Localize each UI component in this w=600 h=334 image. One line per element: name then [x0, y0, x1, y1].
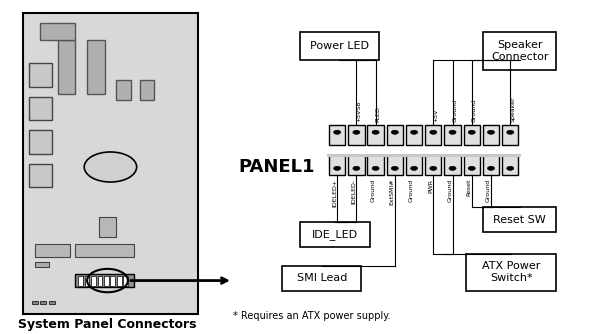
Text: Ground: Ground — [486, 179, 491, 202]
Bar — [406, 155, 422, 175]
Text: Speaker: Speaker — [510, 96, 515, 122]
Bar — [49, 301, 55, 304]
Circle shape — [507, 166, 514, 170]
Bar — [91, 276, 96, 286]
Bar — [348, 125, 365, 145]
Bar — [464, 125, 480, 145]
Text: +5VSB: +5VSB — [356, 101, 361, 122]
Bar — [300, 222, 370, 247]
Bar — [367, 125, 384, 145]
Bar — [40, 301, 46, 304]
Bar — [99, 217, 116, 237]
Text: Ground: Ground — [448, 179, 452, 202]
Bar — [386, 155, 403, 175]
Bar — [29, 164, 52, 187]
Text: Power LED: Power LED — [310, 41, 368, 51]
Bar — [76, 274, 134, 287]
Bar — [110, 276, 115, 286]
Text: PANEL1: PANEL1 — [238, 158, 315, 176]
Bar — [283, 266, 361, 291]
Circle shape — [353, 130, 360, 134]
Circle shape — [391, 166, 398, 170]
Circle shape — [334, 166, 341, 170]
Text: Reset SW: Reset SW — [493, 215, 546, 224]
Circle shape — [353, 166, 360, 170]
Bar — [367, 155, 384, 175]
Circle shape — [334, 130, 341, 134]
Text: IDE_LED: IDE_LED — [312, 229, 358, 240]
Bar — [123, 276, 128, 286]
Bar — [502, 155, 518, 175]
Circle shape — [507, 130, 514, 134]
Bar — [23, 13, 198, 314]
Bar — [425, 125, 442, 145]
Bar — [327, 154, 521, 157]
Text: SMI Lead: SMI Lead — [296, 273, 347, 283]
Bar — [329, 155, 346, 175]
Text: PWR: PWR — [428, 179, 433, 193]
Circle shape — [430, 130, 437, 134]
Bar — [116, 80, 131, 100]
Text: Ground: Ground — [371, 179, 376, 202]
Circle shape — [372, 130, 379, 134]
Bar — [104, 276, 109, 286]
Bar — [406, 125, 422, 145]
Bar — [140, 80, 154, 100]
Text: ATX Power
Switch*: ATX Power Switch* — [482, 262, 541, 283]
Text: ExtSMI#: ExtSMI# — [390, 179, 395, 205]
Bar — [502, 125, 518, 145]
Circle shape — [430, 166, 437, 170]
Bar — [484, 207, 556, 232]
Circle shape — [468, 130, 475, 134]
Text: Reset: Reset — [467, 179, 472, 196]
Text: Ground: Ground — [409, 179, 414, 202]
Bar — [35, 244, 70, 257]
Bar — [35, 262, 49, 267]
Bar — [483, 125, 499, 145]
Circle shape — [391, 130, 398, 134]
Bar — [29, 63, 52, 87]
Bar — [40, 23, 76, 40]
Bar — [425, 155, 442, 175]
Text: Ground: Ground — [452, 99, 458, 122]
Bar — [386, 125, 403, 145]
Bar — [79, 276, 83, 286]
Bar — [445, 125, 461, 145]
Text: Speaker
Connector: Speaker Connector — [491, 40, 548, 62]
Bar — [483, 155, 499, 175]
Circle shape — [84, 152, 137, 182]
Circle shape — [410, 166, 418, 170]
Bar — [29, 130, 52, 154]
Bar — [117, 276, 122, 286]
Text: Ground: Ground — [472, 99, 477, 122]
Bar — [300, 32, 379, 60]
Bar — [29, 97, 52, 120]
Text: PLED: PLED — [376, 106, 380, 122]
Circle shape — [449, 166, 456, 170]
Text: +5V: +5V — [433, 109, 439, 122]
Bar — [329, 125, 346, 145]
Bar — [464, 155, 480, 175]
Circle shape — [488, 166, 494, 170]
Bar — [466, 254, 556, 291]
Circle shape — [449, 130, 456, 134]
Text: * Requires an ATX power supply.: * Requires an ATX power supply. — [233, 311, 391, 321]
Circle shape — [372, 166, 379, 170]
Circle shape — [410, 130, 418, 134]
Circle shape — [468, 166, 475, 170]
Bar — [348, 155, 365, 175]
Bar — [58, 40, 76, 94]
Bar — [87, 40, 104, 94]
Bar — [32, 301, 38, 304]
Bar — [445, 155, 461, 175]
Bar — [85, 276, 89, 286]
Text: System Panel Connectors: System Panel Connectors — [18, 318, 197, 331]
Bar — [76, 244, 134, 257]
Bar — [98, 276, 102, 286]
Bar — [484, 32, 556, 70]
Text: IDELED-: IDELED- — [352, 179, 356, 204]
Text: IDELED+: IDELED+ — [332, 179, 337, 207]
Circle shape — [488, 130, 494, 134]
